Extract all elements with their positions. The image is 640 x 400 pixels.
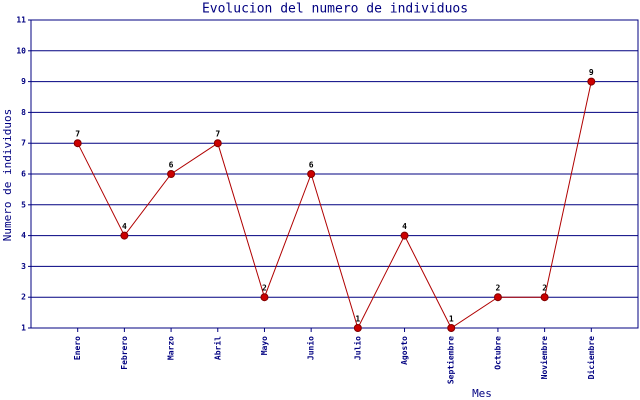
x-tick-label: Septiembre [446, 336, 456, 384]
data-label: 1 [355, 315, 360, 324]
data-label: 4 [122, 222, 127, 231]
data-point [540, 293, 549, 302]
y-tick-label: 3 [21, 262, 26, 271]
x-tick-label: Diciembre [586, 336, 596, 380]
data-point [307, 170, 316, 178]
y-tick-label: 7 [21, 139, 26, 148]
data-label: 9 [589, 68, 594, 77]
x-axis-label: Mes [472, 387, 492, 400]
x-tick-label: Octubre [493, 336, 502, 370]
x-tick-label: Mayo [260, 336, 269, 355]
data-label: 7 [215, 130, 220, 139]
y-tick-label: 2 [21, 293, 26, 302]
y-axis-label: Numero de individuos [1, 109, 14, 241]
x-tick-label: Enero [73, 336, 82, 360]
data-label: 6 [169, 161, 174, 170]
y-tick-label: 8 [21, 108, 26, 117]
data-point [260, 293, 269, 302]
data-point [167, 170, 176, 178]
data-label: 2 [496, 284, 501, 293]
y-tick-label: 9 [21, 77, 26, 86]
data-point [73, 139, 82, 148]
data-point [447, 324, 456, 332]
data-point [493, 293, 502, 302]
x-tick-label: Marzo [167, 336, 176, 360]
data-label: 7 [75, 130, 80, 139]
data-line [77, 81, 592, 330]
y-tick-label: 10 [16, 46, 26, 55]
data-label: 2 [542, 284, 547, 293]
data-point [400, 231, 409, 240]
x-tick-label: Noviembre [539, 336, 549, 380]
data-label: 6 [309, 161, 314, 170]
x-tick-label: Agosto [400, 336, 409, 365]
data-point [213, 139, 222, 148]
x-tick-label: Febrero [120, 336, 129, 370]
x-tick-label: Abril [212, 336, 222, 360]
data-label: 4 [402, 222, 407, 231]
x-tick-label: Julio [352, 336, 362, 360]
y-tick-label: 5 [21, 200, 26, 209]
data-point [587, 77, 596, 86]
data-point [120, 231, 129, 240]
data-label: 1 [449, 315, 454, 324]
data-label: 2 [262, 284, 267, 293]
y-tick-label: 6 [21, 170, 26, 179]
x-tick-label: Junio [306, 336, 316, 360]
chart-title: Evolucion del numero de individuos [202, 2, 468, 17]
data-point [353, 324, 362, 332]
plot-frame [30, 19, 639, 329]
y-tick-label: 1 [21, 324, 26, 333]
y-tick-label: 11 [16, 16, 26, 25]
y-tick-label: 4 [21, 231, 26, 240]
